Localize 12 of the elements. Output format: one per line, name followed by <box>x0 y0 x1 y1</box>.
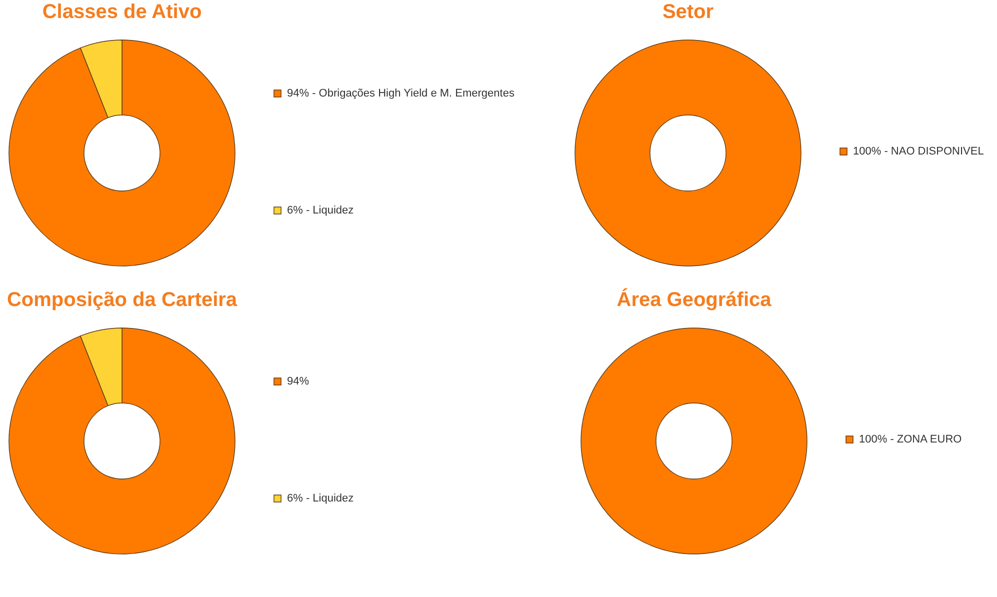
data-label: 94% <box>287 376 310 388</box>
chart-title: Classes de Ativo <box>42 1 202 23</box>
legend-label: 6% - Liquidez <box>287 204 354 216</box>
legend-label: 94% - Obrigações High Yield e M. Emergentes <box>287 88 515 100</box>
donut-slice <box>8 40 236 266</box>
legend-label: 100% - NAO DISPONIVEL <box>853 146 984 158</box>
chart-title: Setor <box>662 1 714 23</box>
chart-title: Composição da Carteira <box>6 289 238 311</box>
chart-title: Área Geográfica <box>616 288 772 311</box>
legend-label: 100% - ZONA EURO <box>859 434 962 446</box>
donut-slice <box>8 328 236 554</box>
legend-label: 6% - Liquidez <box>287 492 354 504</box>
